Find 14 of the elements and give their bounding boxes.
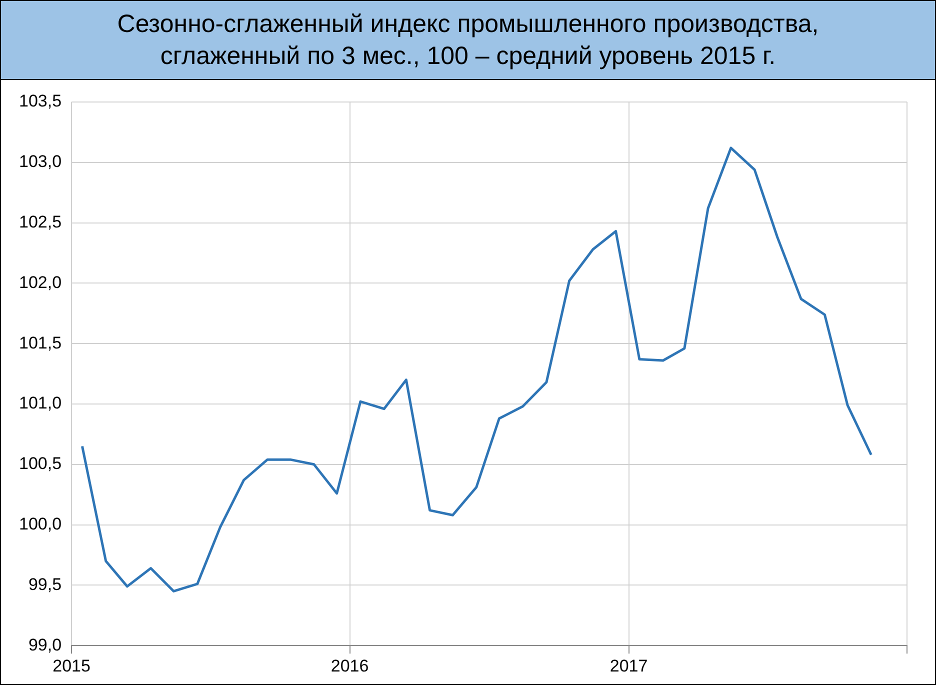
y-tick-label: 103,0 [18,152,62,172]
y-tick-label: 99,5 [28,574,62,594]
y-tick-label: 102,0 [18,272,62,292]
chart-title: Сезонно-сглаженный индекс промышленного производства, сглаженный по 3 мес., 100 – средний уровень 2015 г. [1,1,935,80]
y-tick-label: 102,5 [18,212,62,232]
y-tick-label: 101,0 [18,394,62,413]
x-tick-label: 2016 [330,656,369,676]
y-tick-label: 99,0 [28,635,62,654]
x-tick-label: 2015 [52,656,90,676]
y-tick-label: 103,5 [18,92,62,111]
y-tick-label: 100,5 [18,454,62,474]
y-tick-label: 101,5 [18,333,62,352]
y-tick-label: 100,0 [18,514,62,534]
x-tick-label: 2017 [610,656,648,676]
